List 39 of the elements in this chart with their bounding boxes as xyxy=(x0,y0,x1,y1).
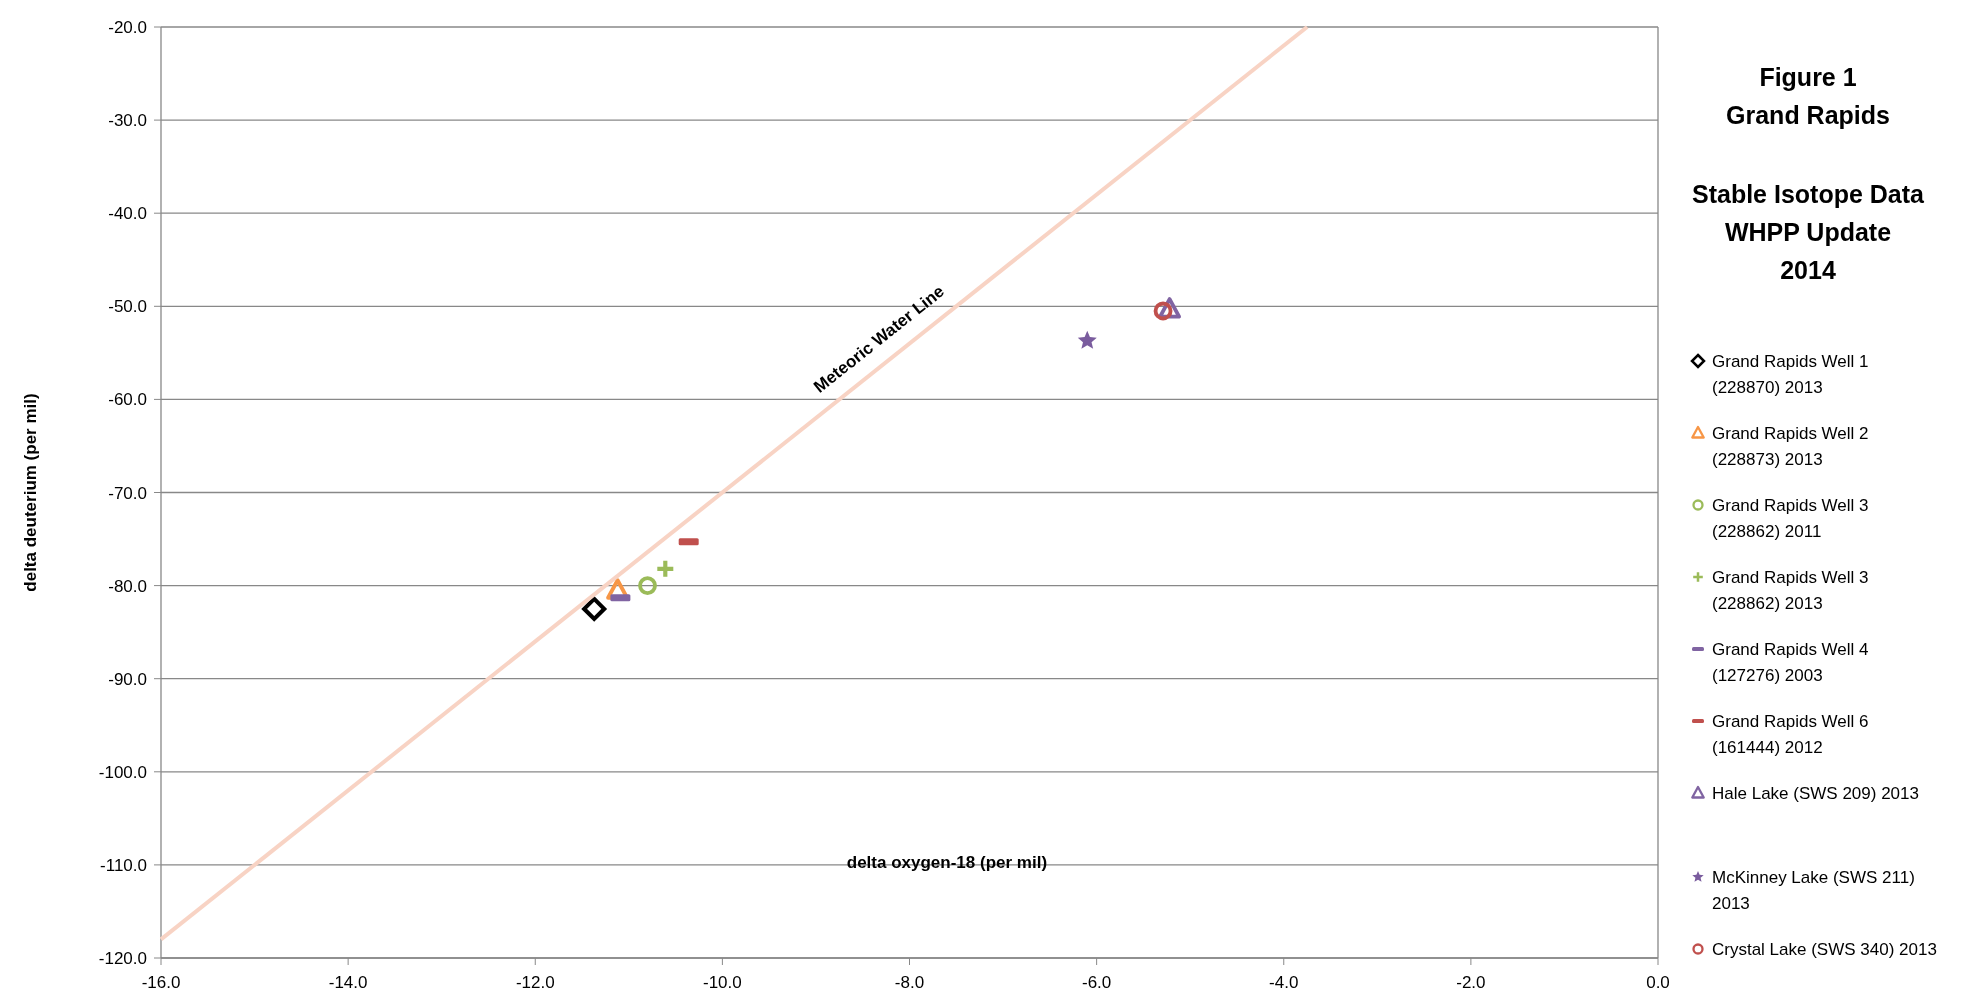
x-tick-label: -12.0 xyxy=(515,973,555,992)
x-tick-label: -6.0 xyxy=(1081,973,1112,992)
y-tick-label: -70.0 xyxy=(108,483,147,503)
y-tick-label: -60.0 xyxy=(108,390,147,410)
legend-label: Grand Rapids Well 2 (228873) 2013 xyxy=(1712,424,1869,469)
y-tick-label: -50.0 xyxy=(108,297,147,317)
x-tick-label: -4.0 xyxy=(1269,973,1299,992)
x-tick-label: -14.0 xyxy=(328,973,368,992)
point xyxy=(655,558,676,579)
legend-label: Hale Lake (SWS 209) 2013 xyxy=(1712,784,1919,803)
legend-label: Grand Rapids Well 3 (228862) 2011 xyxy=(1712,496,1869,541)
point xyxy=(606,578,630,600)
y-tick-label: -30.0 xyxy=(108,111,147,131)
y-tick-label: -80.0 xyxy=(108,576,147,596)
y-tick-label: -110.0 xyxy=(100,855,147,875)
y-tick-label: -20.0 xyxy=(108,18,147,37)
point xyxy=(582,596,607,621)
legend-label: Grand Rapids Well 4 (127276) 2003 xyxy=(1712,640,1869,685)
y-tick-label: -100.0 xyxy=(98,762,147,782)
legend-label: Grand Rapids Well 1 (228870) 2013 xyxy=(1712,352,1869,397)
legend-label: McKinney Lake (SWS 211) 2013 xyxy=(1712,868,1915,913)
x-tick-label: -10.0 xyxy=(703,973,742,992)
y-tick-label: -90.0 xyxy=(108,669,147,689)
text: Figure 1 Grand Rapids xyxy=(1726,63,1890,129)
x-axis-title: delta oxygen-18 (per mil) xyxy=(846,852,1048,872)
legend-label: Crystal Lake (SWS 340) 2013 xyxy=(1712,940,1937,959)
y-tick-label: -120.0 xyxy=(98,949,147,968)
point xyxy=(638,576,657,596)
point xyxy=(1153,301,1173,321)
y-tick-label: -40.0 xyxy=(108,204,147,224)
x-tick-label: 0.0 xyxy=(1646,973,1670,992)
x-tick-label: -8.0 xyxy=(894,973,925,992)
text: Stable Isotope Data WHPP Update 2014 xyxy=(1692,180,1926,284)
y-axis-title: delta deuterium (per mil) xyxy=(21,393,40,592)
x-tick-label: -2.0 xyxy=(1456,973,1486,992)
x-tick-label: -16.0 xyxy=(141,973,181,992)
legend-label: Grand Rapids Well 6 (161444) 2012 xyxy=(1712,712,1869,757)
legend-label: Grand Rapids Well 3 (228862) 2013 xyxy=(1712,568,1869,613)
point xyxy=(1077,330,1097,349)
